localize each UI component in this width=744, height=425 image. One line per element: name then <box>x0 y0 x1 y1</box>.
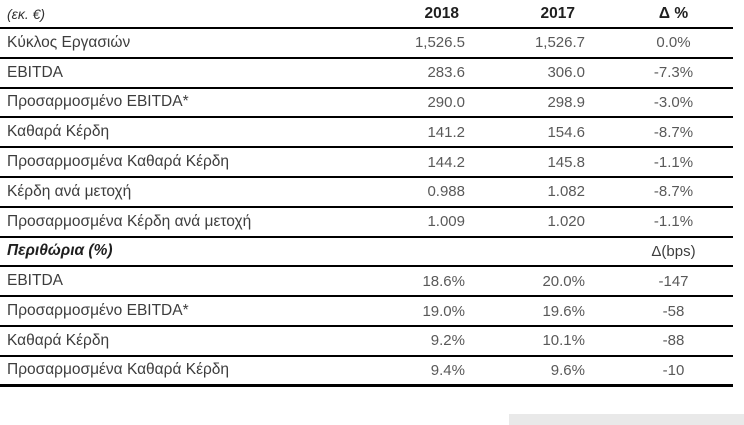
value-2017: 1.020 <box>470 206 590 238</box>
value-delta: 0.0% <box>590 28 733 59</box>
value-2018: 141.2 <box>352 117 470 149</box>
value-2018: 9.2% <box>352 325 470 357</box>
row-label: Κέρδη ανά μετοχή <box>0 176 352 208</box>
value-2018: 144.2 <box>352 147 470 178</box>
value-2018: 19.0% <box>352 296 470 327</box>
empty-cell <box>470 236 590 268</box>
table-row: Καθαρά Κέρδη 141.2 154.6 -8.7% <box>0 117 733 149</box>
column-header-delta-bps: Δ(bps) <box>590 236 733 268</box>
margins-section-header: Περιθώρια (%) Δ(bps) <box>0 236 733 268</box>
results-table: (εκ. €) 2018 2017 Δ % Κύκλος Εργασιών 1,… <box>0 0 733 388</box>
value-2017: 298.9 <box>470 87 590 119</box>
value-2018: 9.4% <box>352 355 470 388</box>
column-header-2018: 2018 <box>352 0 470 29</box>
value-delta: -8.7% <box>590 117 733 149</box>
value-2017: 154.6 <box>470 117 590 149</box>
value-delta: -8.7% <box>590 176 733 208</box>
row-label: Προσαρμοσμένο EBITDA* <box>0 296 352 327</box>
table-row: EBITDA 18.6% 20.0% -147 <box>0 266 733 298</box>
table-row: EBITDA 283.6 306.0 -7.3% <box>0 57 733 89</box>
table-row: Προσαρμοσμένο EBITDA* 290.0 298.9 -3.0% <box>0 87 733 119</box>
value-2018: 18.6% <box>352 266 470 298</box>
value-delta: -88 <box>590 325 733 357</box>
value-2018: 0.988 <box>352 176 470 208</box>
table-row: Κέρδη ανά μετοχή 0.988 1.082 -8.7% <box>0 176 733 208</box>
value-2017: 145.8 <box>470 147 590 178</box>
value-2017: 1,526.7 <box>470 28 590 59</box>
value-delta: -1.1% <box>590 147 733 178</box>
table-row: Κύκλος Εργασιών 1,526.5 1,526.7 0.0% <box>0 28 733 59</box>
value-2017: 19.6% <box>470 296 590 327</box>
margins-section-row: Περιθώρια (%) Δ(bps) <box>0 236 733 268</box>
header-row: (εκ. €) 2018 2017 Δ % <box>0 0 733 29</box>
value-delta: -58 <box>590 296 733 327</box>
row-label: EBITDA <box>0 57 352 89</box>
empty-cell <box>352 236 470 268</box>
value-2018: 283.6 <box>352 57 470 89</box>
row-label: Προσαρμοσμένο EBITDA* <box>0 87 352 119</box>
value-2017: 306.0 <box>470 57 590 89</box>
value-delta: -10 <box>590 355 733 388</box>
row-label: Καθαρά Κέρδη <box>0 325 352 357</box>
row-label: Προσαρμοσμένα Καθαρά Κέρδη <box>0 355 352 388</box>
table-row: Καθαρά Κέρδη 9.2% 10.1% -88 <box>0 325 733 357</box>
margins-section: EBITDA 18.6% 20.0% -147 Προσαρμοσμένο EB… <box>0 266 733 388</box>
margins-section-title: Περιθώρια (%) <box>0 236 352 268</box>
value-2018: 290.0 <box>352 87 470 119</box>
value-2017: 1.082 <box>470 176 590 208</box>
value-2018: 1.009 <box>352 206 470 238</box>
value-delta: -1.1% <box>590 206 733 238</box>
row-label: Καθαρά Κέρδη <box>0 117 352 149</box>
column-header-2017: 2017 <box>470 0 590 29</box>
row-label: Προσαρμοσμένα Κέρδη ανά μετοχή <box>0 206 352 238</box>
table-row: Προσαρμοσμένο EBITDA* 19.0% 19.6% -58 <box>0 296 733 327</box>
value-delta: -3.0% <box>590 87 733 119</box>
financials-section: Κύκλος Εργασιών 1,526.5 1,526.7 0.0% EBI… <box>0 28 733 238</box>
units-label: (εκ. €) <box>0 0 352 29</box>
table-row: Προσαρμοσμένα Καθαρά Κέρδη 9.4% 9.6% -10 <box>0 355 733 388</box>
column-header-delta-percent: Δ % <box>590 0 733 29</box>
row-label: Προσαρμοσμένα Καθαρά Κέρδη <box>0 147 352 178</box>
value-2017: 9.6% <box>470 355 590 388</box>
page-shadow <box>509 414 744 425</box>
value-delta: -7.3% <box>590 57 733 89</box>
value-2017: 10.1% <box>470 325 590 357</box>
value-2018: 1,526.5 <box>352 28 470 59</box>
table-row: Προσαρμοσμένα Κέρδη ανά μετοχή 1.009 1.0… <box>0 206 733 238</box>
value-delta: -147 <box>590 266 733 298</box>
table-row: Προσαρμοσμένα Καθαρά Κέρδη 144.2 145.8 -… <box>0 147 733 178</box>
row-label: EBITDA <box>0 266 352 298</box>
value-2017: 20.0% <box>470 266 590 298</box>
row-label: Κύκλος Εργασιών <box>0 28 352 59</box>
